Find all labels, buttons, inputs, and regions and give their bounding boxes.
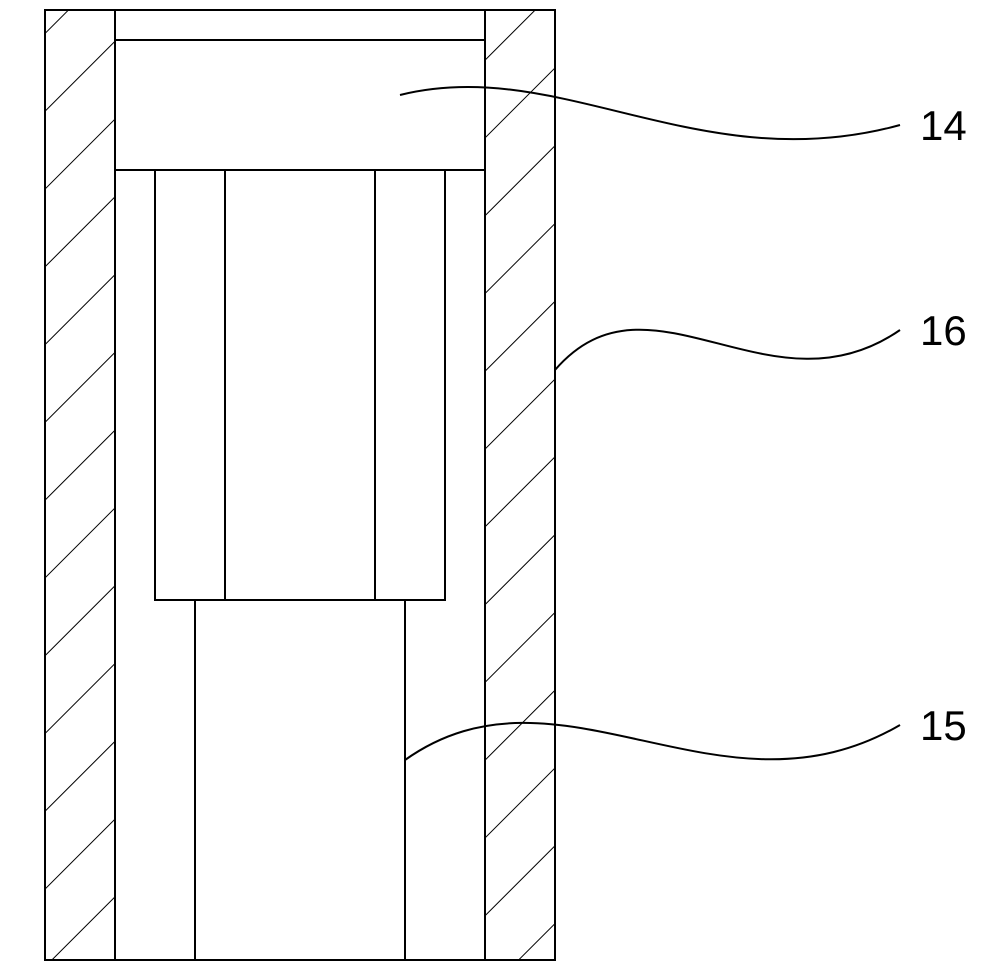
leader-16	[555, 330, 900, 370]
label-14: 14	[920, 102, 967, 149]
label-15: 15	[920, 702, 967, 749]
label-16: 16	[920, 307, 967, 354]
leader-14	[400, 87, 900, 139]
leader-15	[405, 723, 900, 760]
